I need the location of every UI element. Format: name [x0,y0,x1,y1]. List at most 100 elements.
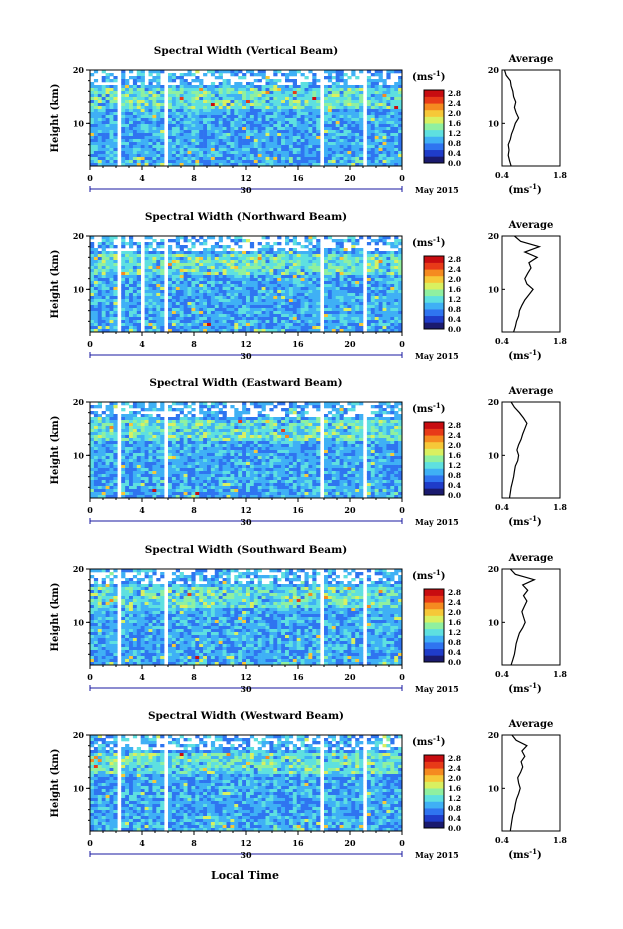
heatmap-cell [273,70,278,74]
heatmap-cell [144,103,149,107]
heatmap-cell [246,263,251,267]
heatmap-cell [168,142,173,146]
heatmap-cell [331,112,336,116]
heatmap-cell [214,154,219,158]
heatmap-cell [93,133,99,137]
heatmap-cell [261,260,266,264]
heatmap-cell [347,272,352,276]
heatmap-cell [168,106,173,110]
heatmap-cell [359,236,364,240]
heatmap-cell [327,254,333,258]
heatmap-cell [97,136,102,140]
heatmap-cell [324,103,329,107]
heatmap-cell [246,260,251,264]
heatmap-cell [207,320,212,324]
heatmap-cell [171,151,177,155]
heatmap-cell [378,408,383,412]
heatmap-cell [398,118,403,122]
heatmap-cell [226,142,231,146]
heatmap-cell [195,329,200,333]
heatmap-cell [160,314,165,318]
heatmap-cell [171,100,177,104]
heatmap-cell [339,154,344,158]
heatmap-cell [316,100,321,104]
heatmap-cell [370,299,375,303]
heatmap-cell [327,148,333,152]
heatmap-cell [265,326,270,330]
heatmap-cell [339,136,344,140]
heatmap-cell [156,305,161,309]
heatmap-cell [351,85,356,89]
heatmap-cell [374,121,379,125]
colorbar-swatch [424,289,444,297]
heatmap-cell [366,97,372,101]
heatmap-cell [129,133,134,137]
heatmap-cell [351,163,356,167]
heatmap-cell [339,133,344,137]
heatmap-cell [121,254,126,258]
heatmap-cell [257,157,262,161]
heatmap-cell [253,260,258,264]
colorbar-swatch [424,262,444,270]
heatmap-cell [210,257,216,261]
heatmap-cell [105,85,110,89]
heatmap-cell [97,308,102,312]
heatmap-cell [253,136,258,140]
heatmap-cell [175,157,180,161]
heatmap-cell [257,402,262,406]
heatmap-cell [168,278,173,282]
heatmap-cell [183,329,188,333]
heatmap-cell [261,136,266,140]
heatmap-cell [226,91,231,95]
heatmap-cell [374,263,379,267]
heatmap-cell [183,417,188,421]
heatmap-cell [390,293,395,297]
heatmap-cell [218,263,223,267]
heatmap-cell [214,314,219,318]
heatmap-cell [187,299,192,303]
heatmap-cell [296,326,301,330]
heatmap-cell [253,124,258,128]
heatmap-cell [171,154,177,158]
heatmap-cell [230,320,235,324]
heatmap-cell [199,272,204,276]
heatmap-cell [390,121,395,125]
heatmap-cell [214,115,219,119]
heatmap-cell [179,317,184,321]
heatmap-cell [140,405,145,409]
heatmap-cell [378,308,383,312]
heatmap-cell [273,266,278,270]
heatmap-cell [144,272,149,276]
heatmap-cell [203,160,208,164]
heatmap-cell [101,151,106,155]
heatmap-cell [218,314,223,318]
heatmap-cell [273,112,278,116]
heatmap-cell [296,115,301,119]
heatmap-cell [93,91,99,95]
heatmap-cell [160,245,165,249]
heatmap-cell [246,70,251,74]
heatmap-cell [191,420,196,424]
heatmap-cell [308,257,313,261]
heatmap-cell [257,417,262,421]
heatmap-cell [238,414,243,418]
heatmap-cell [214,151,219,155]
heatmap-cell [90,121,95,125]
heatmap-cell [390,97,395,101]
heatmap-cell [359,109,364,113]
heatmap-cell [366,130,372,134]
heatmap-cell [351,109,356,113]
heatmap-cell [136,130,141,134]
heatmap-cell [168,130,173,134]
heatmap-cell [355,269,360,273]
heatmap-cell [343,266,348,270]
heatmap-cell [152,272,157,276]
heatmap-cell [261,124,266,128]
heatmap-cell [292,420,297,424]
heatmap-cell [378,290,383,294]
heatmap-cell [370,130,375,134]
heatmap-cell [101,100,106,104]
heatmap-cell [218,91,223,95]
heatmap-cell [132,411,138,415]
heatmap-cell [285,97,290,101]
